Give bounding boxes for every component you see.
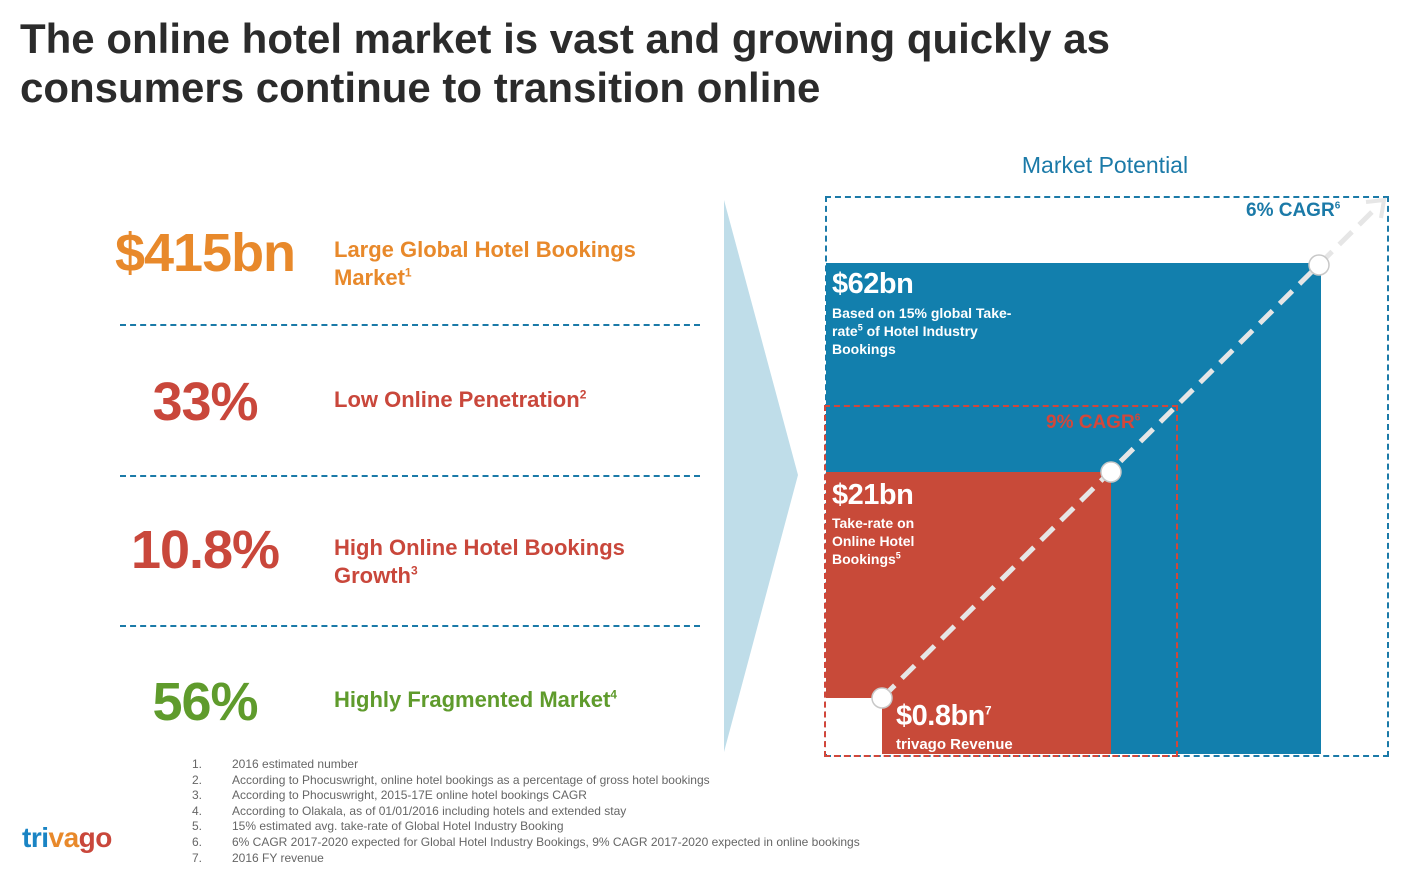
market-potential-title: Market Potential [1021, 152, 1189, 178]
online-market-value: $21bn [832, 479, 914, 511]
stat-label-growth: High Online Hotel Bookings Growth3 [334, 535, 625, 588]
stat-label-market-size: Large Global Hotel Bookings Market1 [334, 237, 636, 290]
trivago-revenue-box [826, 698, 882, 754]
page-title: The online hotel market is vast and grow… [20, 15, 1110, 111]
total-market-value: $62bn [832, 268, 914, 300]
online-market-description: Take-rate on Online Hotel Bookings5 [832, 515, 915, 567]
total-market-description: Based on 15% global Take- rate5 of Hotel… [832, 305, 1012, 357]
stat-value-penetration: 33% [152, 372, 258, 432]
divider [120, 475, 700, 477]
inner-cagr-label: 9% CAGR6 [1046, 412, 1141, 433]
divider [120, 324, 700, 326]
footnote-item: 6. 6% CAGR 2017-2020 expected for Global … [192, 834, 860, 849]
footnote-item: 5. 15% estimated avg. take-rate of Global… [192, 819, 564, 834]
trivago-revenue-value: $0.8bn7 [896, 700, 992, 732]
outer-cagr-label: 6% CAGR6 [1246, 200, 1341, 221]
footnote-item: 4. According to Olakala, as of 01/01/2016… [192, 803, 627, 818]
divider [120, 625, 700, 627]
stat-label-penetration: Low Online Penetration2 [334, 387, 587, 412]
footnote-item: 3. According to Phocuswright, 2015-17E on… [192, 788, 587, 803]
footnote-item: 7. 2016 FY revenue [192, 850, 324, 865]
trivago-logo: trivago [22, 822, 112, 853]
stat-label-fragmentation: Highly Fragmented Market4 [334, 687, 617, 712]
chevron-arrow [724, 200, 798, 752]
stat-value-market-size: $415bn [114, 223, 296, 283]
footnote-item: 2. According to Phocuswright, online hote… [192, 772, 710, 787]
trivago-revenue-label: trivago Revenue [896, 736, 1013, 753]
chevron-shape [724, 200, 798, 752]
footnotes: 1. 2016 estimated number 2. According to P… [192, 757, 992, 866]
stat-value-fragmentation: 56% [152, 672, 258, 732]
footnote-item: 1. 2016 estimated number [192, 757, 359, 771]
stat-value-growth: 10.8% [130, 520, 280, 580]
